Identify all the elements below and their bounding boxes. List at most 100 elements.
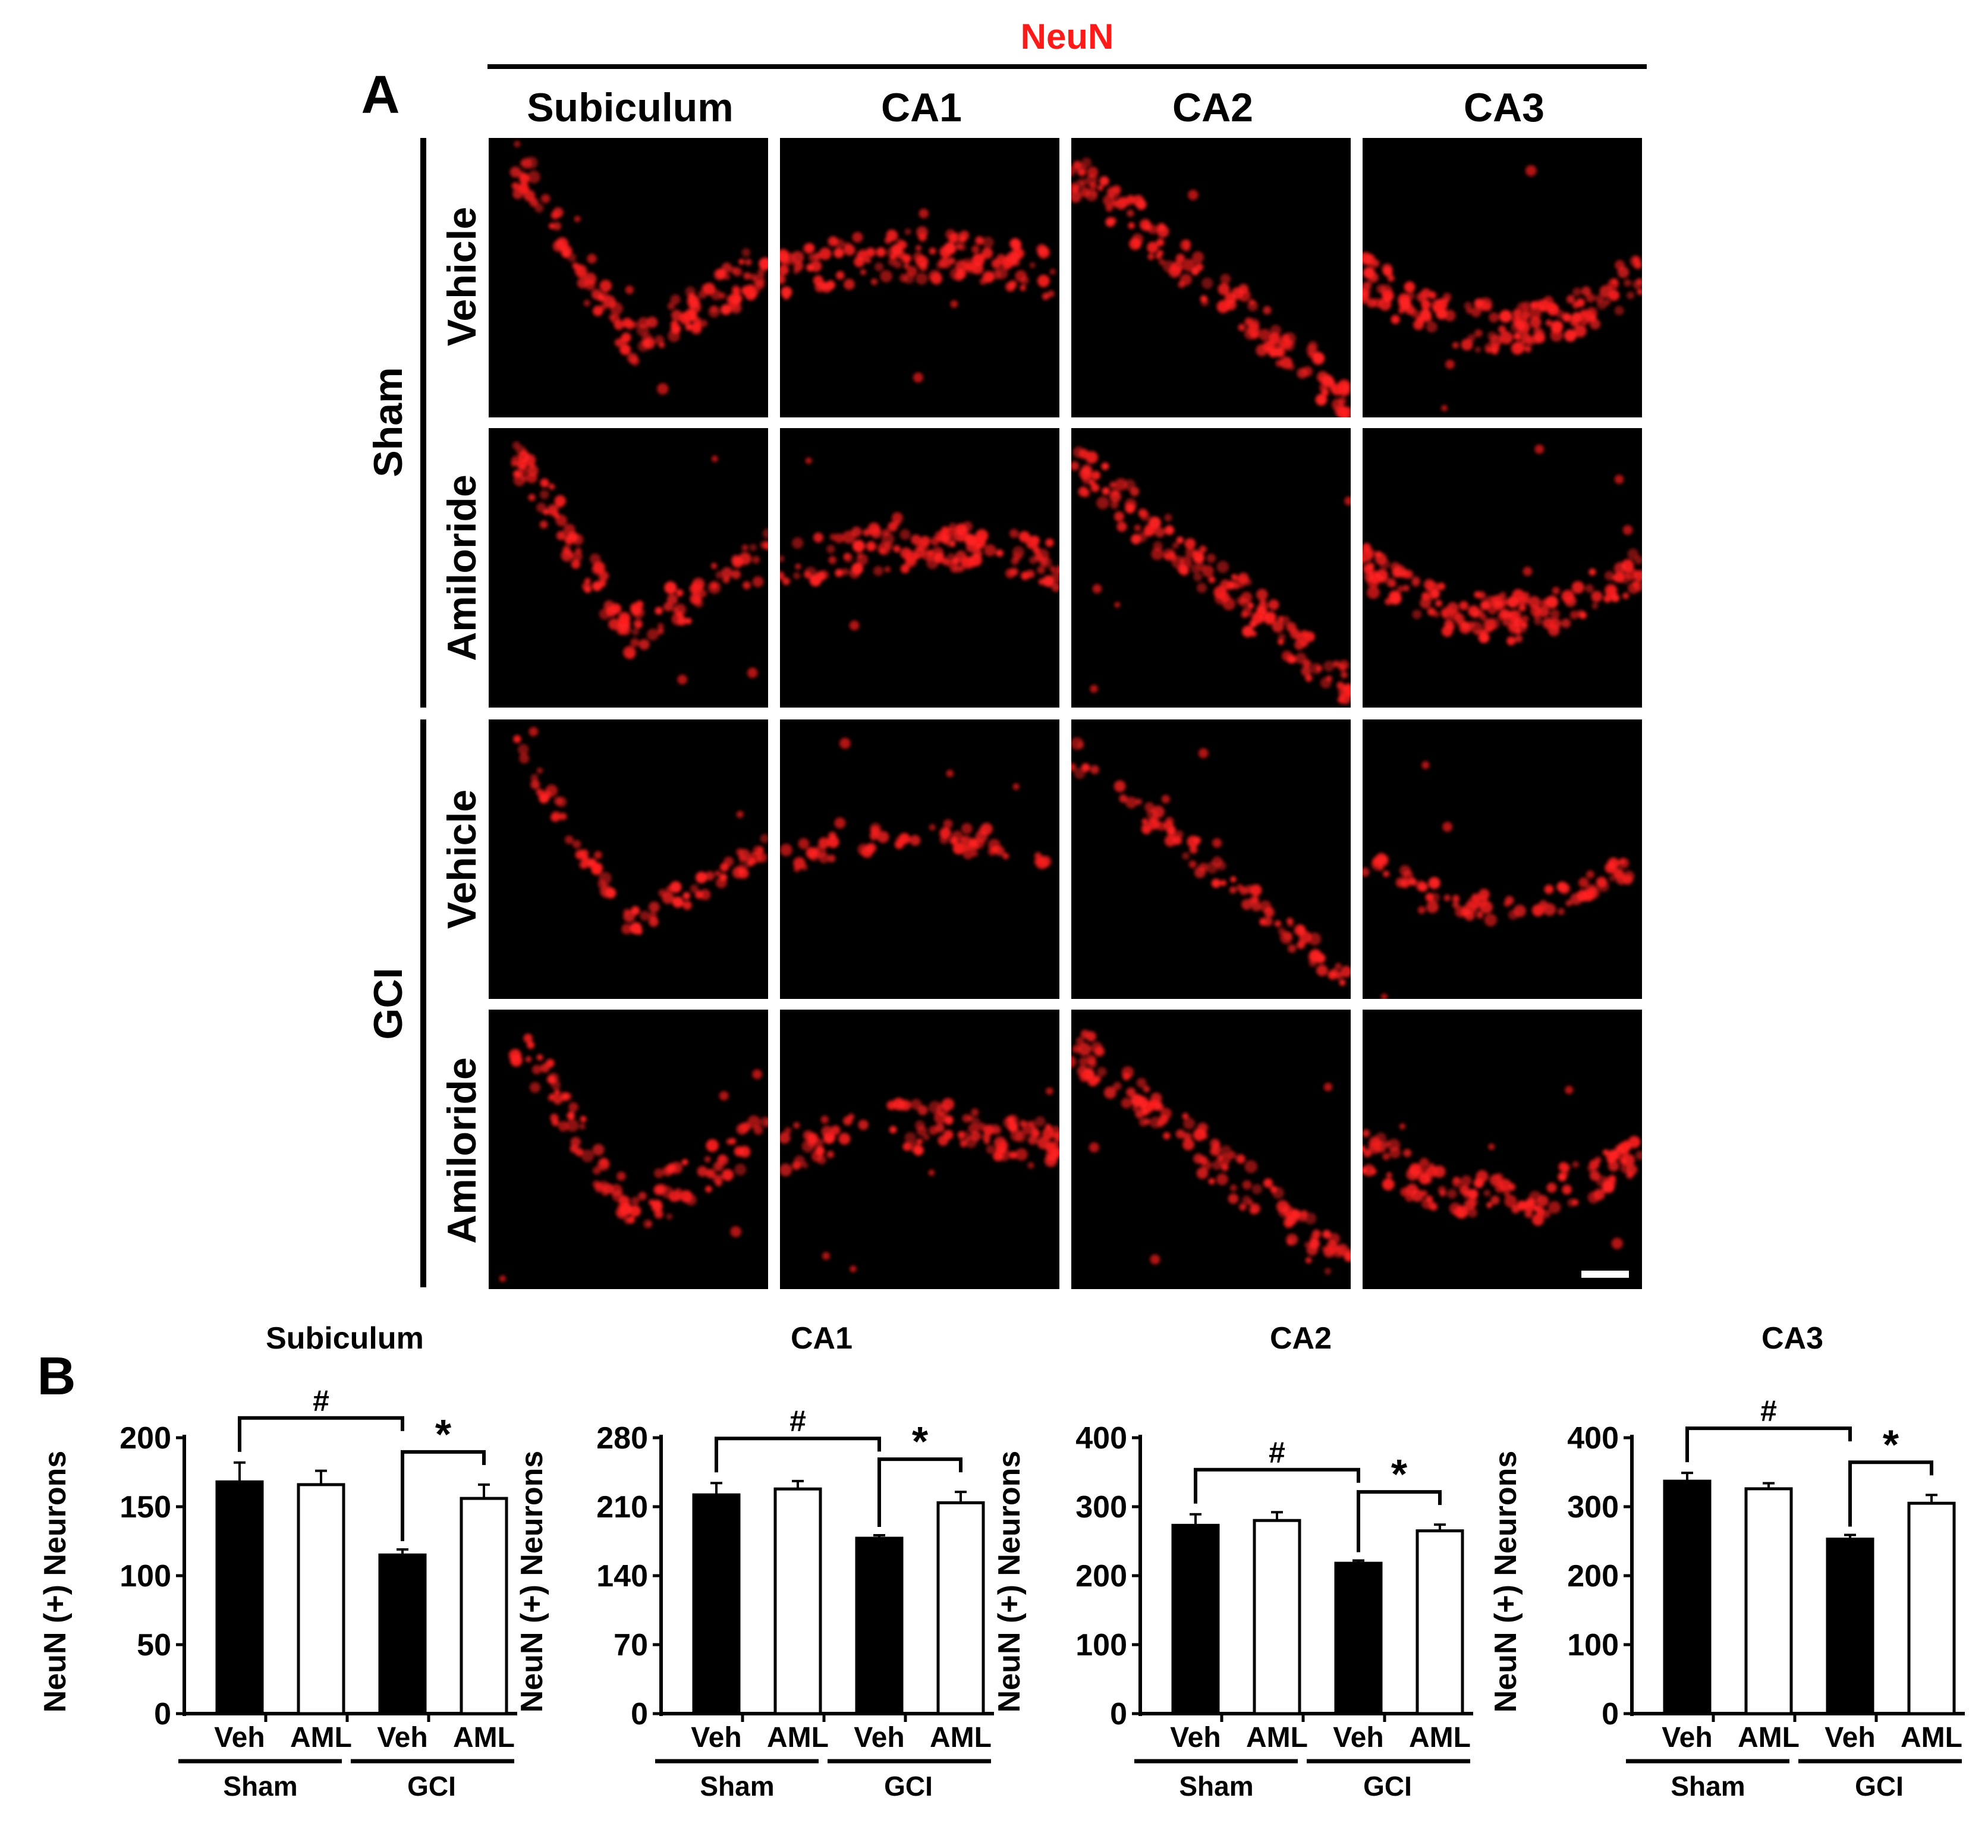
bar-aml-gci bbox=[936, 1501, 985, 1715]
y-tick-label: 200 bbox=[1567, 1559, 1619, 1594]
bar-aml-sham bbox=[1744, 1487, 1793, 1715]
chart-title: CA2 bbox=[1270, 1321, 1332, 1356]
y-tick-label: 210 bbox=[596, 1490, 648, 1525]
bar-veh-gci bbox=[1334, 1561, 1383, 1715]
micrograph-ca3-r4 bbox=[1363, 1010, 1642, 1289]
column-label-ca3: CA3 bbox=[1464, 85, 1545, 130]
row-label-sham-amiloride: Amiloride bbox=[439, 474, 485, 661]
x-tick-label: AML bbox=[1901, 1722, 1962, 1753]
significance-bracket-hash bbox=[715, 1437, 881, 1473]
bar-aml-gci bbox=[1415, 1529, 1464, 1715]
y-axis-label: NeuN (+) Neurons bbox=[1489, 1451, 1523, 1713]
chart-title: CA3 bbox=[1761, 1321, 1823, 1356]
bar-veh-gci bbox=[378, 1553, 427, 1715]
x-tick-label: AML bbox=[930, 1722, 992, 1753]
significance-bracket-star bbox=[1357, 1490, 1442, 1552]
significance-bracket-star bbox=[1848, 1460, 1933, 1527]
chart-title: CA1 bbox=[791, 1321, 853, 1356]
y-tick-label: 0 bbox=[631, 1697, 648, 1731]
bar-veh-sham bbox=[215, 1480, 264, 1715]
row-label-sham-vehicle: Vehicle bbox=[439, 207, 485, 346]
y-tick-label: 280 bbox=[596, 1421, 648, 1456]
y-axis-label: NeuN (+) Neurons bbox=[515, 1451, 549, 1713]
significance-star: * bbox=[1391, 1451, 1408, 1497]
y-axis-label: NeuN (+) Neurons bbox=[992, 1451, 1027, 1713]
y-tick-label: 100 bbox=[1075, 1628, 1127, 1662]
micrograph-ca2-r3 bbox=[1071, 719, 1351, 999]
y-tick-label: 400 bbox=[1075, 1421, 1127, 1456]
bar-veh-gci bbox=[1826, 1538, 1874, 1715]
y-tick-label: 50 bbox=[137, 1628, 171, 1662]
bar-veh-sham bbox=[1171, 1523, 1220, 1715]
significance-bracket-hash bbox=[1685, 1426, 1852, 1463]
x-tick-label: AML bbox=[1409, 1722, 1471, 1753]
y-tick-label: 300 bbox=[1075, 1490, 1127, 1525]
y-tick-label: 100 bbox=[119, 1559, 171, 1594]
x-tick-label: Veh bbox=[1170, 1722, 1221, 1753]
x-tick-label: Veh bbox=[377, 1722, 427, 1753]
column-label-subiculum: Subiculum bbox=[527, 85, 734, 130]
x-tick-label: Veh bbox=[1333, 1722, 1383, 1753]
group-label-gci: GCI bbox=[366, 968, 411, 1040]
panel-a-label: A bbox=[361, 65, 400, 125]
significance-bracket-star bbox=[401, 1450, 486, 1541]
significance-star: * bbox=[435, 1411, 452, 1457]
x-tick-label: AML bbox=[1246, 1722, 1308, 1753]
micrograph-ca3-r2 bbox=[1363, 428, 1642, 708]
group-label-sham: Sham bbox=[700, 1771, 774, 1802]
bar-aml-sham bbox=[297, 1483, 345, 1715]
chart-subiculum: Subiculum NeuN (+) Neurons 0 50 100 150 200 Veh… bbox=[38, 1321, 517, 1802]
stain-title: NeuN bbox=[1021, 17, 1114, 56]
group-label-sham: Sham bbox=[1179, 1771, 1253, 1802]
micrograph-ca2-r4 bbox=[1071, 1010, 1351, 1289]
y-tick-label: 200 bbox=[1075, 1559, 1127, 1594]
x-tick-label: Veh bbox=[1825, 1722, 1875, 1753]
y-tick-label: 150 bbox=[119, 1490, 171, 1525]
micrograph-grid bbox=[489, 138, 1642, 1289]
group-label-sham: Sham bbox=[366, 367, 411, 477]
x-tick-label: Veh bbox=[691, 1722, 741, 1753]
micrograph-subiculum-r2 bbox=[489, 428, 768, 708]
micrograph-ca1-r1 bbox=[780, 138, 1059, 417]
micrograph-ca3-r1 bbox=[1363, 138, 1642, 417]
y-tick-label: 0 bbox=[1602, 1697, 1619, 1731]
x-tick-label: AML bbox=[767, 1722, 829, 1753]
significance-hash: # bbox=[789, 1404, 806, 1438]
bar-veh-sham bbox=[1663, 1479, 1712, 1715]
y-tick-label: 400 bbox=[1567, 1421, 1619, 1456]
chart-ca2: CA2 NeuN (+) Neurons 0 100 200 300 400 Veh AML Ve… bbox=[992, 1321, 1473, 1802]
micrograph-ca2-r1 bbox=[1071, 138, 1351, 417]
y-axis-label: NeuN (+) Neurons bbox=[38, 1451, 73, 1713]
row-label-gci-amiloride: Amiloride bbox=[439, 1057, 485, 1244]
significance-bracket-hash bbox=[1194, 1467, 1360, 1504]
micrograph-ca1-r3 bbox=[780, 719, 1059, 999]
x-tick-label: Veh bbox=[1662, 1722, 1712, 1753]
micrograph-ca2-r2 bbox=[1071, 428, 1351, 708]
group-label-sham: Sham bbox=[223, 1771, 297, 1802]
bar-aml-sham bbox=[773, 1487, 822, 1715]
column-label-ca2: CA2 bbox=[1172, 85, 1253, 130]
group-label-gci: GCI bbox=[1363, 1771, 1412, 1802]
micrograph-subiculum-r4 bbox=[489, 1010, 768, 1289]
significance-hash: # bbox=[313, 1384, 329, 1418]
bar-aml-gci bbox=[1907, 1501, 1956, 1715]
micrograph-subiculum-r1 bbox=[489, 138, 768, 417]
chart-ca1: CA1 NeuN (+) Neurons 0 70 140 210 280 Veh AML Veh… bbox=[515, 1321, 994, 1802]
bar-aml-sham bbox=[1253, 1519, 1301, 1715]
y-tick-label: 140 bbox=[596, 1559, 648, 1594]
significance-bracket-hash bbox=[238, 1416, 404, 1452]
group-label-sham: Sham bbox=[1671, 1771, 1745, 1802]
x-tick-label: AML bbox=[453, 1722, 515, 1753]
x-tick-label: AML bbox=[1738, 1722, 1800, 1753]
y-tick-label: 0 bbox=[1110, 1697, 1127, 1731]
y-tick-label: 300 bbox=[1567, 1490, 1619, 1525]
x-tick-label: Veh bbox=[214, 1722, 265, 1753]
group-label-gci: GCI bbox=[884, 1771, 933, 1802]
micrograph-subiculum-r3 bbox=[489, 719, 768, 999]
bar-veh-gci bbox=[855, 1536, 904, 1715]
y-tick-label: 100 bbox=[1567, 1628, 1619, 1662]
column-label-ca1: CA1 bbox=[881, 85, 962, 130]
y-tick-label: 70 bbox=[614, 1628, 648, 1662]
bar-veh-sham bbox=[692, 1493, 741, 1715]
